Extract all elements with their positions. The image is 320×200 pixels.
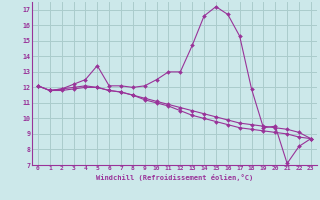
X-axis label: Windchill (Refroidissement éolien,°C): Windchill (Refroidissement éolien,°C) — [96, 174, 253, 181]
